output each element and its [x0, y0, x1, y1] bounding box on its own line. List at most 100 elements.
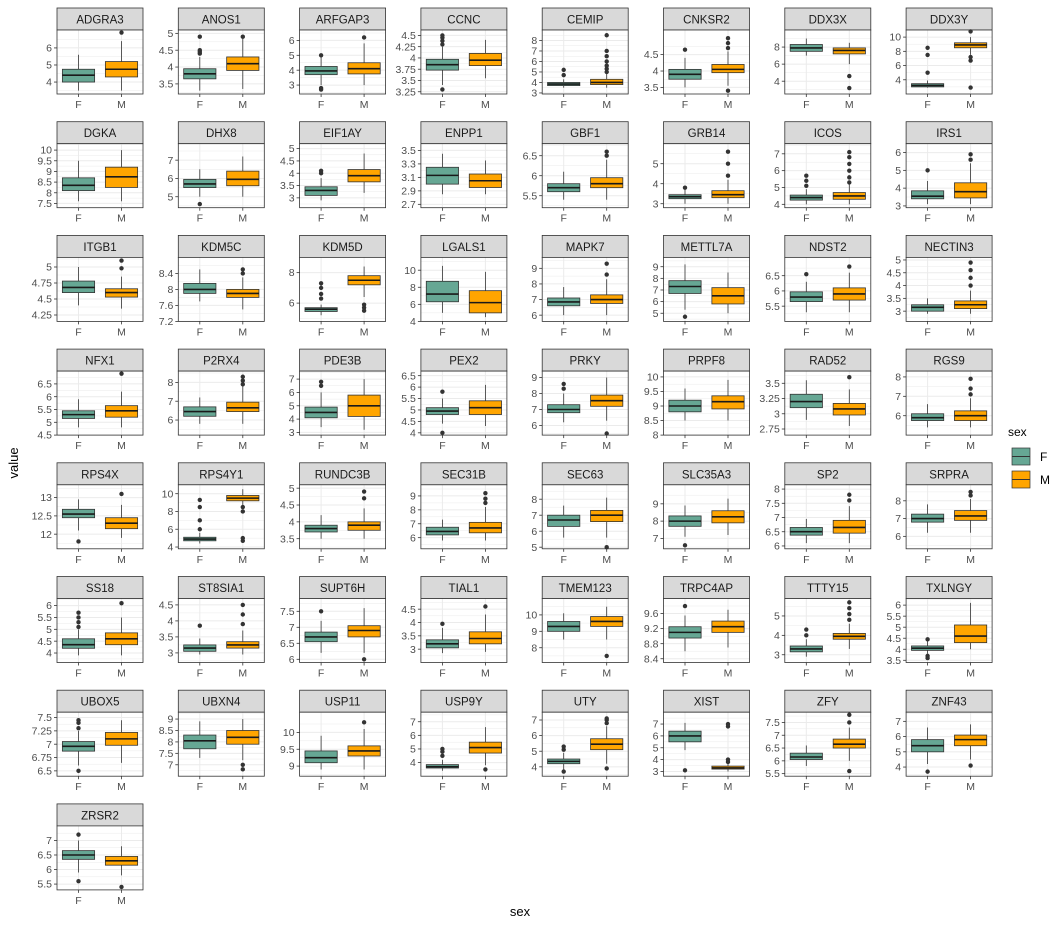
panel-border — [663, 29, 750, 95]
y-tick-label: 4 — [410, 427, 416, 439]
panel-srpra: SRPRA 6 7 8 F M — [895, 462, 993, 566]
y-tick-label: 7.5 — [765, 717, 780, 729]
y-tick-label: 9 — [653, 261, 659, 273]
panel-dhx8: DHX8 5 6 7 F M — [167, 121, 265, 225]
x-tick-label: M — [360, 554, 369, 566]
outlier-point — [76, 768, 81, 774]
y-tick-label: 3 — [531, 88, 537, 100]
x-tick-label: M — [724, 668, 733, 680]
box-ddx3x-f — [789, 38, 823, 56]
outlier-point — [682, 603, 688, 609]
panel-border — [541, 484, 629, 550]
box-iqr — [61, 638, 96, 649]
panel-border — [784, 711, 872, 777]
panel-border — [541, 370, 629, 436]
outlier-point — [197, 504, 202, 510]
panel-strip-label: NFX1 — [85, 356, 114, 368]
box-nectin3-m — [954, 260, 988, 314]
y-tick-label: 3.5 — [644, 82, 659, 94]
box-iqr — [347, 625, 381, 638]
y-tick-label: 6 — [410, 299, 416, 311]
y-tick-label: 6 — [531, 730, 537, 742]
y-tick-label: 4 — [410, 757, 416, 769]
outlier-point — [361, 657, 367, 662]
box-anos1-m — [226, 34, 260, 89]
outlier-point — [968, 493, 973, 498]
panel-border — [177, 256, 265, 322]
box-rps4x-f — [61, 499, 96, 544]
y-tick-label: 5 — [289, 143, 295, 155]
panel-border — [663, 711, 750, 777]
x-tick-label: F — [75, 326, 81, 338]
outlier-point — [240, 504, 245, 510]
panel-border — [420, 256, 508, 322]
box-tmem123-m — [590, 606, 624, 659]
y-tick-label: 2.9 — [401, 185, 416, 197]
outlier-point — [725, 36, 731, 41]
panel-border — [905, 143, 993, 209]
outlier-point — [76, 878, 81, 884]
x-tick-label: F — [682, 326, 688, 338]
outlier-point — [561, 747, 566, 752]
y-tick-label: 8 — [531, 494, 537, 506]
y-tick-label: 4.5 — [37, 430, 52, 442]
x-tick-label: F — [318, 213, 324, 225]
x-tick-label: F — [318, 440, 324, 452]
box-prky-f — [547, 381, 581, 423]
panel-strip-label: UBXN4 — [202, 697, 241, 709]
box-kdm5d-m — [347, 266, 381, 313]
box-iqr — [711, 64, 745, 74]
y-tick-label: 5 — [895, 255, 901, 267]
box-gbf1-f — [547, 171, 581, 200]
y-tick-label: 4 — [895, 183, 901, 195]
box-ttty15-f — [789, 627, 823, 657]
y-tick-label: 8 — [895, 46, 901, 58]
box-eif1ay-m — [347, 153, 381, 193]
y-tick-label: 8.5 — [37, 177, 52, 189]
outlier-point — [318, 383, 324, 388]
outlier-point — [604, 69, 609, 75]
y-tick-label: 5 — [653, 158, 659, 170]
x-tick-label: F — [197, 440, 203, 452]
panel-border — [56, 256, 144, 322]
y-tick-label: 6 — [895, 147, 901, 159]
panel-border — [299, 256, 387, 322]
y-tick-label: 7 — [774, 148, 780, 160]
box-kdm5d-f — [304, 281, 338, 316]
y-tick-label: 12.5 — [32, 510, 53, 522]
y-tick-label: 6.5 — [37, 765, 52, 777]
box-slc35a3-m — [711, 498, 745, 535]
panel-strip-label: RPS4Y1 — [199, 469, 243, 481]
panel-strip-label: CCNC — [447, 15, 480, 27]
outlier-point — [925, 769, 930, 774]
outlier-point — [968, 489, 973, 495]
panel-ndst2: NDST2 5.5 6 6.5 F M — [765, 234, 872, 338]
x-tick-label: F — [682, 213, 688, 225]
y-tick-label: 5 — [46, 624, 52, 636]
y-tick-label: 5 — [653, 742, 659, 754]
x-tick-label: F — [439, 781, 445, 793]
panel-plot-area — [906, 371, 993, 436]
x-tick-label: F — [197, 554, 203, 566]
outlier-point — [119, 884, 124, 890]
outlier-point — [119, 266, 124, 271]
y-tick-label: 6 — [289, 298, 295, 310]
outlier-point — [847, 611, 852, 617]
panel-ubox5: UBOX5 6.56.757 7.257.5 F M — [32, 689, 144, 793]
outlier-point — [440, 42, 445, 47]
x-tick-label: M — [481, 554, 490, 566]
panel-strip-label: XIST — [694, 697, 720, 709]
y-tick-label: 6 — [895, 731, 901, 743]
legend-label-f: F — [1040, 450, 1047, 464]
panel-zrsr2: ZRSR2 5.5 6 6.5 7 F M — [37, 803, 144, 907]
panel-strip-label: SRPRA — [929, 469, 969, 481]
y-tick-label: 8 — [531, 279, 537, 291]
y-tick-label: 6 — [653, 731, 659, 743]
outlier-point — [240, 767, 245, 772]
box-pex2-m — [468, 384, 502, 426]
y-tick-label: 4 — [289, 414, 295, 426]
box-nfx1-f — [61, 399, 96, 428]
outlier-point — [968, 58, 973, 63]
panel-border — [299, 711, 387, 777]
panel-border — [663, 143, 750, 209]
